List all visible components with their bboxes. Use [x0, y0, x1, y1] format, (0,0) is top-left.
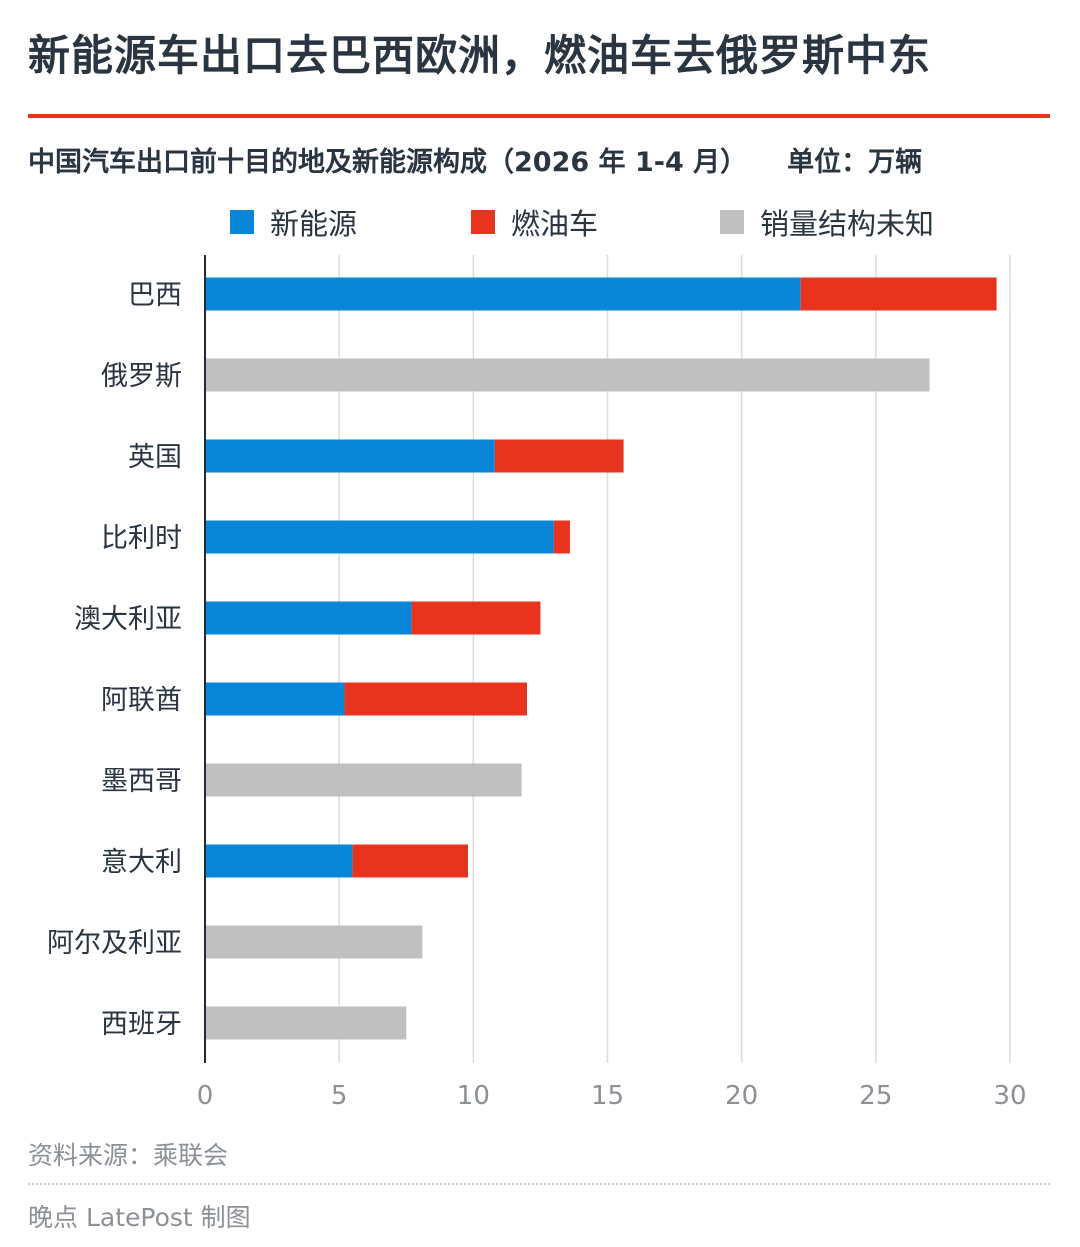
bar-segment — [205, 601, 412, 635]
bar-segment — [205, 520, 554, 554]
legend-label-ice: 燃油车 — [511, 207, 599, 241]
chart-unit: 单位：万辆 — [787, 147, 923, 178]
category-label: 意大利 — [101, 847, 182, 878]
bar-segment — [205, 763, 522, 797]
bar-segment — [553, 520, 570, 554]
bar-segment — [205, 682, 345, 716]
category-label: 阿尔及利亚 — [47, 928, 182, 959]
bar-segment — [205, 1006, 407, 1040]
bar-segment — [494, 439, 624, 473]
legend-swatch-ice — [471, 210, 495, 234]
credit-note: 晚点 LatePost 制图 — [28, 1203, 251, 1232]
category-label: 墨西哥 — [101, 766, 182, 797]
x-tick-label: 0 — [197, 1081, 214, 1111]
bar-segment — [800, 277, 997, 311]
category-label: 阿联酋 — [101, 685, 182, 716]
legend-swatch-unknown — [720, 210, 744, 234]
bar-segment — [411, 601, 541, 635]
legend-item-ice: 燃油车 — [471, 200, 598, 244]
title-rule — [28, 114, 1050, 118]
legend-label-nev: 新能源 — [270, 207, 358, 241]
bar-segment — [205, 844, 353, 878]
x-tick-label: 20 — [725, 1081, 758, 1111]
chart-title: 中国汽车出口前十目的地及新能源构成（2026 年 1-4 月） — [28, 147, 748, 178]
bar-segment — [344, 682, 527, 716]
bar-segment — [205, 439, 495, 473]
category-label: 西班牙 — [101, 1009, 182, 1040]
headline: 新能源车出口去巴西欧洲，燃油车去俄罗斯中东 — [28, 31, 932, 80]
x-tick-label: 10 — [457, 1081, 490, 1111]
x-tick-label: 30 — [993, 1081, 1026, 1111]
category-label: 比利时 — [101, 523, 182, 554]
legend-swatch-nev — [230, 210, 254, 234]
bar-chart: 0 5 10 15 20 25 30 巴西俄罗斯英国比利时澳大利亚阿联酋墨西哥意大利阿尔及利亚… — [47, 255, 1027, 1111]
chart-subtitle: 中国汽车出口前十目的地及新能源构成（2026 年 1-4 月） 单位：万辆 — [28, 140, 922, 179]
category-label: 澳大利亚 — [74, 604, 182, 635]
bar-segment — [352, 844, 468, 878]
source-note: 资料来源：乘联会 — [28, 1141, 229, 1170]
bar-segment — [205, 277, 801, 311]
bar-segment — [205, 358, 930, 392]
legend: 新能源 燃油车 销量结构未知 — [0, 200, 1080, 244]
category-label: 英国 — [128, 442, 182, 473]
category-label: 巴西 — [128, 280, 182, 311]
legend-item-nev: 新能源 — [230, 200, 357, 244]
x-tick-label: 5 — [331, 1081, 348, 1111]
bar-segment — [205, 925, 423, 959]
x-tick-label: 15 — [591, 1081, 624, 1111]
legend-label-unknown: 销量结构未知 — [760, 207, 935, 241]
legend-item-unknown: 销量结构未知 — [720, 200, 934, 244]
footer-rule — [28, 1183, 1050, 1185]
x-tick-label: 25 — [859, 1081, 892, 1111]
category-label: 俄罗斯 — [101, 361, 182, 392]
